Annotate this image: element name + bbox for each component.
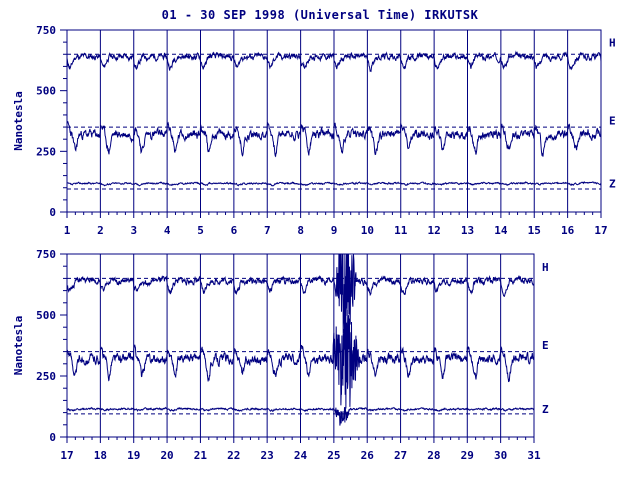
y-tick-label: 750	[36, 24, 56, 37]
x-tick-label: 1	[64, 224, 71, 237]
x-tick-label: 14	[494, 224, 508, 237]
x-tick-label: 11	[394, 224, 408, 237]
x-tick-label: 27	[394, 449, 407, 462]
series-label-e: E	[609, 114, 616, 127]
x-tick-label: 17	[60, 449, 73, 462]
x-tick-label: 19	[127, 449, 140, 462]
x-tick-label: 5	[197, 224, 204, 237]
x-tick-label: 12	[428, 224, 441, 237]
x-tick-label: 29	[461, 449, 474, 462]
series-label-h: H	[542, 261, 549, 274]
series-line-h	[66, 254, 535, 339]
y-tick-label: 250	[36, 145, 56, 158]
x-tick-label: 15	[528, 224, 541, 237]
x-tick-label: 4	[164, 224, 171, 237]
x-tick-label: 31	[527, 449, 541, 462]
y-tick-label: 0	[49, 431, 56, 444]
series-label-z: Z	[609, 177, 616, 190]
x-tick-label: 16	[561, 224, 575, 237]
series-line-h	[66, 50, 602, 73]
y-tick-label: 500	[36, 85, 56, 98]
panel-top: 1 2 3 4 5 6 7 8 9 10 11 12 13 14 15 16 170250500750Nanot…	[12, 24, 616, 237]
x-tick-label: 21	[194, 449, 208, 462]
x-tick-label: 9	[331, 224, 338, 237]
y-axis-label: Nanotesla	[12, 91, 25, 151]
x-tick-label: 8	[297, 224, 304, 237]
x-tick-label: 2	[97, 224, 104, 237]
x-tick-label: 22	[227, 449, 240, 462]
x-tick-label: 6	[231, 224, 238, 237]
series-label-z: Z	[542, 403, 549, 416]
series-line-z	[66, 181, 602, 187]
x-tick-label: 3	[130, 224, 137, 237]
x-tick-label: 18	[94, 449, 107, 462]
x-tick-label: 13	[461, 224, 474, 237]
panel-bottom: 17 18 19 20 21 22 23 24 25 26 27 28 29 30 31 0 250 500 750…	[12, 248, 549, 462]
x-tick-label: 30	[494, 449, 507, 462]
x-tick-label: 10	[361, 224, 374, 237]
series-label-e: E	[542, 339, 549, 352]
x-tick-label: 17	[594, 224, 607, 237]
y-tick-label: 500	[36, 309, 56, 322]
series-label-h: H	[609, 37, 616, 50]
y-tick-label: 250	[36, 370, 56, 383]
series-line-e	[66, 121, 602, 158]
y-tick-label: 0	[49, 206, 56, 219]
x-tick-label: 7	[264, 224, 271, 237]
x-tick-label: 26	[361, 449, 375, 462]
x-tick-label: 24	[294, 449, 308, 462]
x-tick-label: 20	[160, 449, 173, 462]
x-tick-label: 23	[261, 449, 274, 462]
series-line-e	[66, 309, 535, 409]
x-tick-label: 28	[427, 449, 440, 462]
chart-title: 01 - 30 SEP 1998 (Universal Time) IRKUTS…	[161, 8, 479, 22]
x-tick-label: 25	[327, 449, 340, 462]
y-axis-label: Nanotesla	[12, 316, 25, 376]
y-tick-label: 750	[36, 248, 56, 261]
series-line-z	[66, 406, 535, 426]
